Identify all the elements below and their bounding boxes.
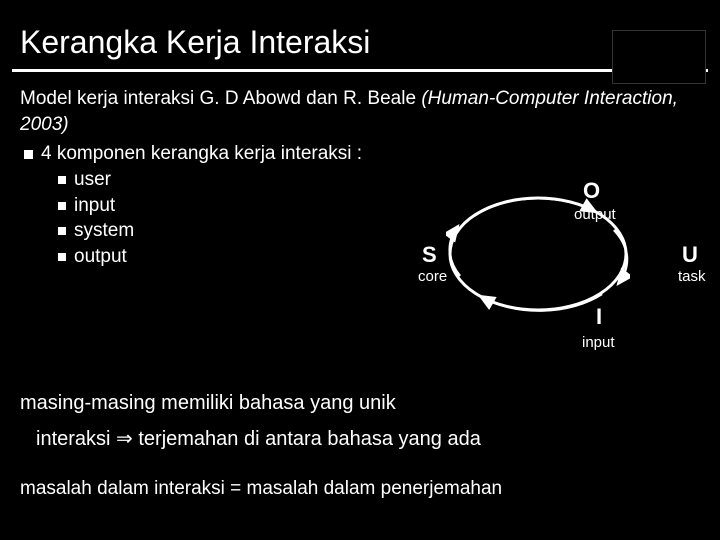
label-core: core [418, 268, 447, 285]
label-output: output [574, 206, 616, 223]
component-label: output [74, 244, 127, 270]
lower-line1: masing-masing memiliki bahasa yang unik [20, 388, 700, 418]
interaction-diagram: O S U I output core task input [378, 164, 708, 354]
bullet-icon [24, 150, 33, 159]
lower-line2: interaksi ⇒ terjemahan di antara bahasa … [20, 424, 700, 454]
final-statement: masalah dalam interaksi = masalah dalam … [20, 478, 502, 500]
double-arrow-icon: ⇒ [116, 428, 133, 450]
components-header: 4 komponen kerangka kerja interaksi : [41, 141, 362, 167]
lower-text: masing-masing memiliki bahasa yang unik … [20, 388, 700, 454]
component-label: system [74, 218, 134, 244]
lower-line2-post: terjemahan di antara bahasa yang ada [133, 428, 481, 450]
corner-accent-box [612, 30, 706, 84]
arrow-u-to-i [480, 294, 602, 311]
bullet-icon [58, 202, 66, 210]
intro-line: Model kerja interaksi G. D Abowd dan R. … [20, 86, 700, 137]
label-task: task [678, 268, 706, 285]
component-label: user [74, 167, 111, 193]
node-o: O [583, 178, 600, 204]
node-i: I [596, 304, 602, 330]
bullet-icon [58, 253, 66, 261]
bullet-icon [58, 227, 66, 235]
component-label: input [74, 193, 115, 219]
bullet-icon [58, 176, 66, 184]
node-u: U [682, 242, 698, 268]
intro-text: Model kerja interaksi G. D Abowd dan R. … [20, 88, 421, 109]
label-input: input [582, 334, 615, 351]
lower-line2-pre: interaksi [36, 428, 116, 450]
node-s: S [422, 242, 437, 268]
